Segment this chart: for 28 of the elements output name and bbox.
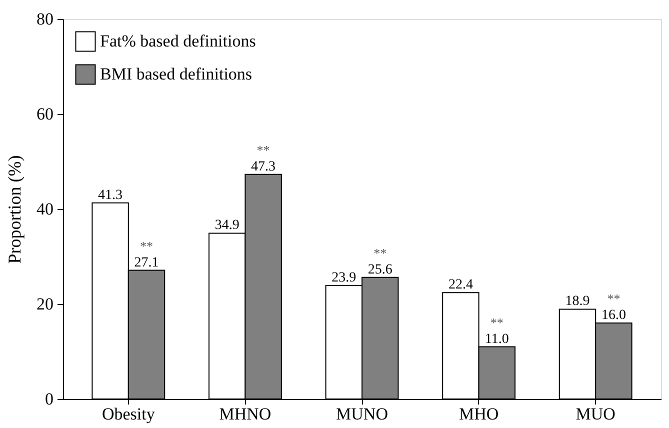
annotation: **: [490, 314, 504, 330]
data-label: 41.3: [98, 188, 123, 203]
data-label: 22.4: [448, 278, 473, 293]
y-tick-label: 0: [45, 390, 54, 408]
data-label: 16.0: [601, 308, 626, 323]
annotation: **: [140, 238, 154, 254]
legend-label: BMI based definitions: [100, 64, 252, 84]
data-label: 47.3: [251, 159, 276, 174]
data-label: 11.0: [484, 332, 509, 347]
x-tick-label: Obesity: [102, 404, 156, 424]
y-axis-title: Proportion (%): [4, 155, 24, 264]
x-tick-label: MUNO: [336, 404, 388, 424]
data-label: 23.9: [332, 270, 356, 286]
y-tick-label: 60: [36, 104, 54, 124]
data-label: 25.6: [368, 262, 392, 278]
legend-label: Fat% based definitions: [100, 32, 256, 50]
data-label: 18.9: [565, 294, 590, 310]
y-tick-label: 40: [36, 200, 54, 218]
data-label: 27.1: [134, 255, 159, 270]
annotation: **: [374, 245, 387, 260]
x-tick-label: MUO: [576, 404, 616, 424]
annotation: **: [607, 291, 620, 306]
data-label: 34.9: [214, 218, 240, 234]
x-tick-label: MHNO: [219, 404, 272, 424]
y-tick-label: 20: [36, 294, 54, 314]
y-tick-label: 80: [36, 10, 54, 28]
x-tick-label: MHO: [458, 404, 499, 424]
annotation: **: [256, 142, 270, 158]
